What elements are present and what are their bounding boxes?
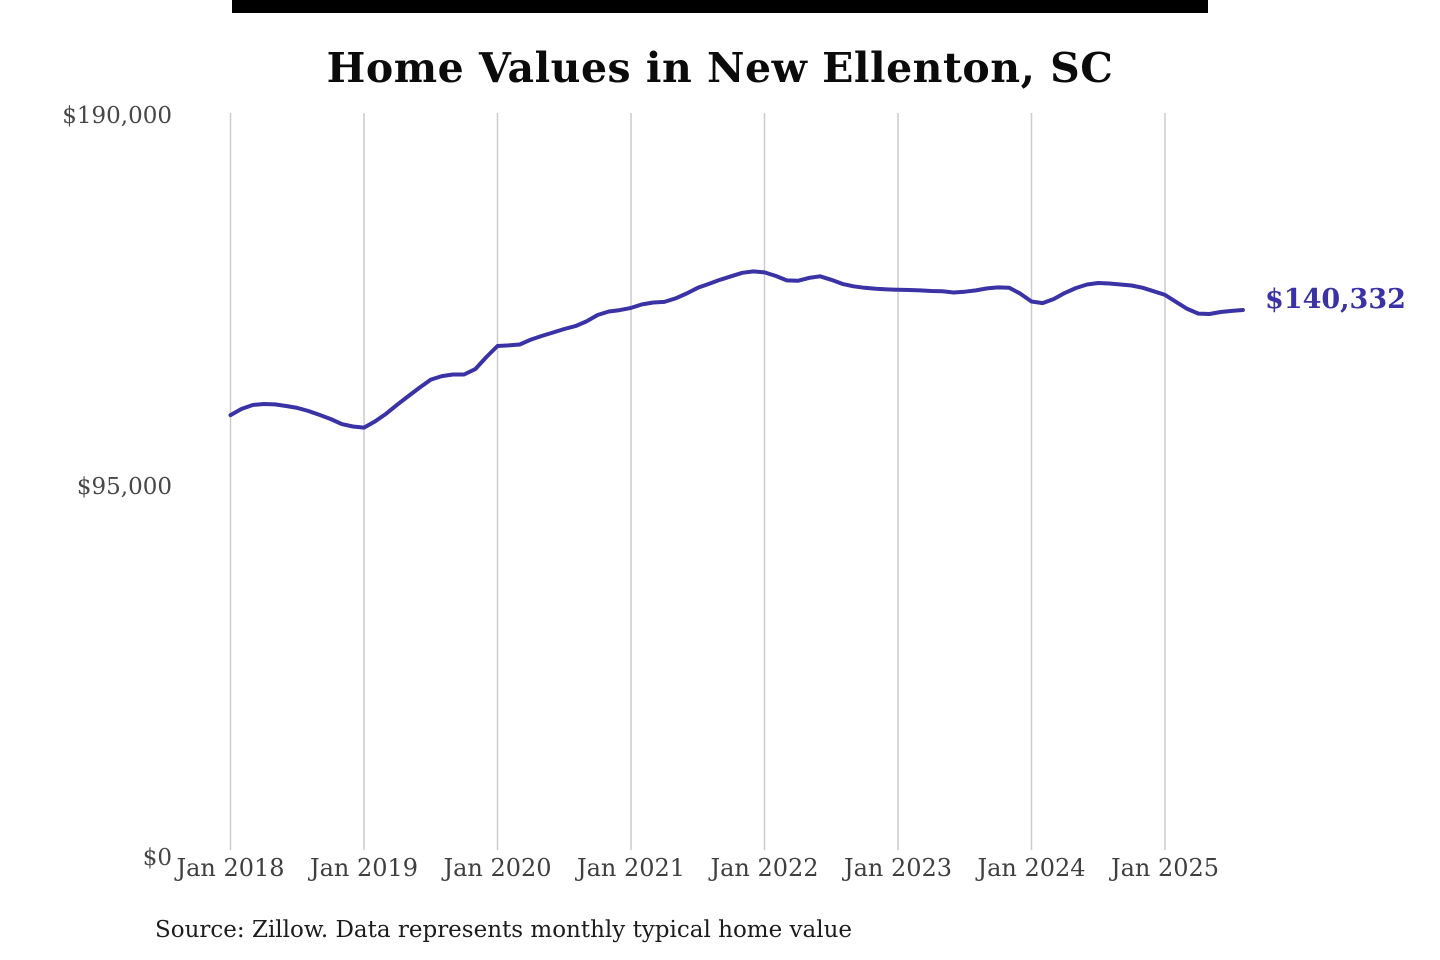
x-axis-tick-label: Jan 2020 [443, 854, 552, 882]
gridlines [229, 113, 1166, 850]
x-axis-tick-label: Jan 2018 [176, 854, 285, 882]
y-axis-tick-label: $95,000 [76, 474, 172, 500]
x-axis-tick-label: Jan 2021 [576, 854, 686, 882]
source-note: Source: Zillow. Data represents monthly … [155, 917, 853, 943]
x-axis-tick-label: Jan 2022 [710, 854, 819, 882]
y-axis-tick-label: $190,000 [62, 103, 172, 129]
y-axis-tick-label: $0 [142, 845, 172, 871]
x-axis-tick-label: Jan 2023 [843, 854, 953, 882]
x-axis-tick-label: Jan 2024 [977, 854, 1086, 882]
chart-title: Home Values in New Ellenton, SC [326, 44, 1114, 92]
latest-value-label: $140,332 [1265, 284, 1406, 315]
home-value-line [228, 269, 1245, 430]
x-axis-tick-label: Jan 2025 [1110, 854, 1220, 882]
top-bar [232, 0, 1208, 13]
x-axis-tick-label: Jan 2019 [309, 854, 419, 882]
